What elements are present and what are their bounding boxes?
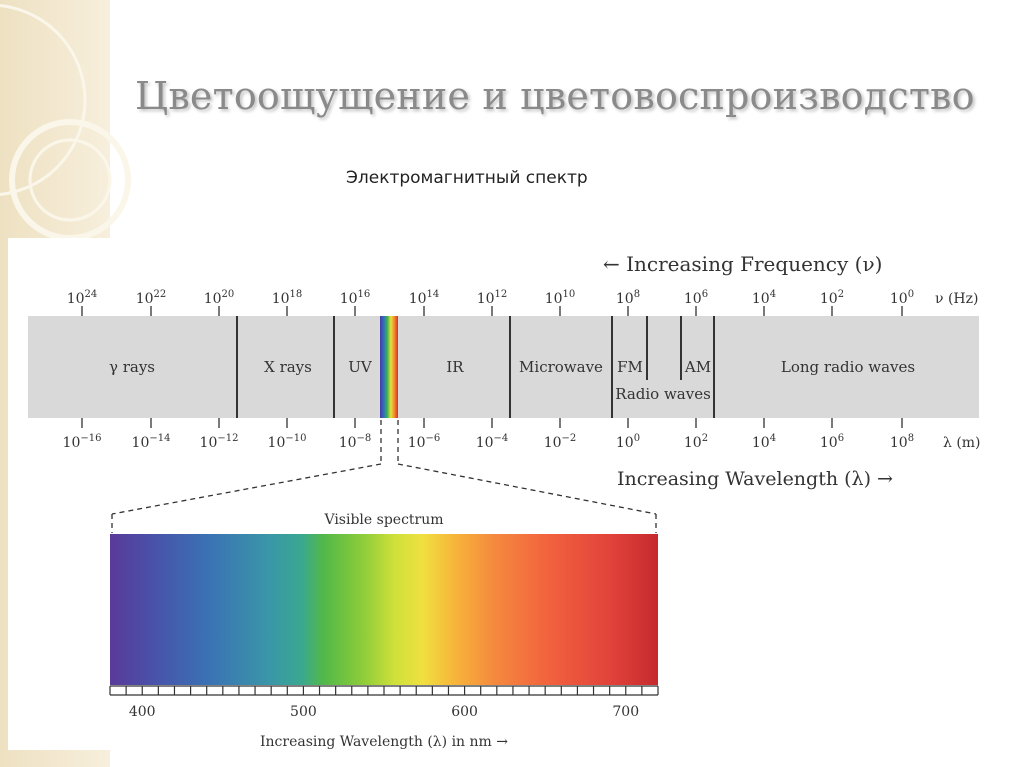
wave-tick-label: 104 [752,433,776,451]
visible-tick-label: 500 [290,704,317,720]
band-label-microwave: Microwave [519,358,603,376]
visible-ruler [109,685,659,696]
wave-tick-label-exponent: 4 [770,433,776,444]
wavelength-arrow-label: Increasing Wavelength (λ) → [617,468,893,490]
visible-spectrum-title: Visible spectrum [323,512,443,528]
freq-tick-label-exponent: 20 [222,289,235,300]
wave-tick-label-exponent: −6 [426,433,441,444]
wavelength-tick-labels: 10−16 10−14 10−12 10−10 10−8 10−6 10−4 10−2 100 1… [63,433,915,451]
wave-tick-label: 10−2 [544,433,577,451]
band-label-am: AM [684,358,711,376]
freq-tick-label: 1014 [409,289,440,307]
slide-title: Цветоощущение и цветовоспроизводство [135,74,975,118]
visible-tick-label: 400 [129,704,156,720]
band-label-uv: UV [348,358,373,376]
spectrum-band [28,316,979,418]
freq-tick-label-exponent: 6 [702,289,708,300]
visible-strip [380,316,398,418]
band-label-long-radio: Long radio waves [781,358,915,376]
wave-tick-label-exponent: 6 [838,433,844,444]
wavelength-ticks [81,418,903,428]
freq-tick-label-exponent: 0 [908,289,914,300]
freq-tick-label-exponent: 22 [154,289,167,300]
wave-tick-label-exponent: 2 [702,433,708,444]
freq-tick-label-exponent: 24 [85,289,98,300]
freq-tick-label: 108 [616,289,640,307]
wave-tick-label-exponent: 0 [634,433,640,444]
wave-tick-label: 10−4 [476,433,509,451]
wave-tick-label-exponent: −2 [562,433,577,444]
visible-tick-labels: 400 500 600 700 [129,704,639,720]
band-label-fm: FM [617,358,643,376]
freq-tick-label-exponent: 14 [427,289,440,300]
band-labels: γ rays X rays UV IR Microwave FM AM Long… [109,358,915,403]
freq-tick-label-exponent: 16 [358,289,371,300]
frequency-unit-label: ν (Hz) [935,291,978,307]
wave-tick-label-exponent: −14 [149,433,170,444]
band-label-gamma: γ rays [109,358,155,376]
freq-tick-label: 106 [684,289,708,307]
freq-tick-label: 1016 [340,289,371,307]
freq-tick-label-exponent: 10 [563,289,576,300]
freq-tick-label: 1012 [477,289,508,307]
freq-tick-label: 1022 [136,289,167,307]
wave-tick-label-exponent: −4 [494,433,509,444]
freq-tick-label-exponent: 4 [770,289,776,300]
wave-tick-label: 10−14 [132,433,171,451]
frequency-tick-labels: 1024 1022 1020 1018 1016 1014 1012 1010 108 106 10… [67,289,914,307]
band-label-ir: IR [446,358,464,376]
wave-tick-label: 10−12 [200,433,239,451]
wave-tick-label-exponent: 8 [908,433,914,444]
radio-waves-label: Radio waves [615,385,711,403]
band-dividers [236,316,715,418]
wave-tick-label-exponent: −16 [80,433,101,444]
wave-tick-label-exponent: −10 [285,433,306,444]
visible-tick-label: 600 [451,704,478,720]
wavelength-unit-label: λ (m) [943,435,981,451]
freq-tick-label: 104 [752,289,776,307]
visible-tick-label: 700 [612,704,639,720]
freq-tick-label-exponent: 18 [290,289,303,300]
freq-tick-label: 100 [890,289,914,307]
wave-tick-label: 10−10 [268,433,307,451]
slide-subtitle: Электромагнитный спектр [346,168,588,188]
freq-tick-label: 1010 [545,289,576,307]
freq-tick-label: 102 [820,289,844,307]
zoom-connector [111,420,657,533]
frequency-ticks [81,306,903,316]
band-label-xray: X rays [264,358,312,376]
wave-tick-label-exponent: −12 [217,433,238,444]
frequency-arrow-label: ← Increasing Frequency (ν) [603,252,882,276]
wave-tick-label: 106 [820,433,844,451]
wave-tick-label-exponent: −8 [357,433,372,444]
wave-tick-label: 108 [890,433,914,451]
freq-tick-label: 1018 [272,289,303,307]
wave-tick-label: 102 [684,433,708,451]
freq-tick-label-exponent: 12 [495,289,508,300]
wave-tick-label: 10−8 [339,433,372,451]
freq-tick-label-exponent: 2 [838,289,844,300]
freq-tick-label: 1020 [204,289,235,307]
freq-tick-label-exponent: 8 [634,289,640,300]
wave-tick-label: 10−6 [408,433,441,451]
wave-tick-label: 100 [616,433,640,451]
wave-tick-label: 10−16 [63,433,102,451]
freq-tick-label: 1024 [67,289,98,307]
visible-spectrum-gradient [110,534,658,685]
visible-axis-label: Increasing Wavelength (λ) in nm → [260,734,508,750]
